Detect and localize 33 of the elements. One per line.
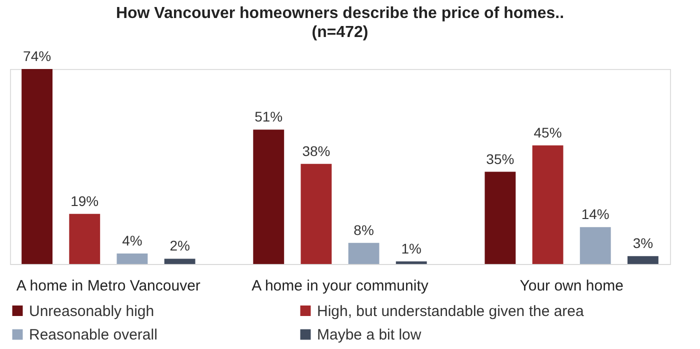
data-label: 8% (354, 222, 374, 238)
x-tick-label: A home in Metro Vancouver (16, 278, 200, 294)
bar (116, 253, 148, 264)
bar (253, 130, 284, 264)
data-label: 4% (122, 232, 142, 248)
data-label: 2% (170, 238, 190, 254)
legend-label: High, but understandable given the area (317, 302, 585, 320)
legend-label: Reasonable overall (29, 326, 158, 344)
bar (22, 69, 53, 264)
data-label: 3% (632, 235, 654, 252)
data-label: 74% (23, 48, 52, 64)
bar (164, 258, 196, 264)
bar (484, 172, 516, 264)
data-label: 35% (486, 150, 514, 167)
data-label: 19% (70, 192, 99, 209)
data-label: 51% (254, 108, 283, 125)
data-label: 1% (401, 240, 422, 256)
data-label: 45% (534, 124, 562, 140)
chart-subtitle: (n=472) (312, 24, 368, 41)
legend-label: Unreasonably high (29, 302, 154, 320)
bar (396, 261, 427, 264)
bar (69, 214, 100, 264)
chart-title: How Vancouver homeowners describe the price of homes.. (116, 5, 564, 22)
bar (348, 242, 380, 264)
x-tick-label: A home in your community (252, 278, 429, 294)
bar (300, 164, 332, 264)
data-label: 14% (581, 206, 610, 222)
bar (580, 227, 611, 264)
x-tick-label: Your own home (520, 278, 624, 294)
bar (532, 145, 564, 264)
legend-label: Maybe a bit low (317, 326, 422, 344)
bar (627, 256, 658, 264)
data-label: 38% (302, 142, 330, 159)
